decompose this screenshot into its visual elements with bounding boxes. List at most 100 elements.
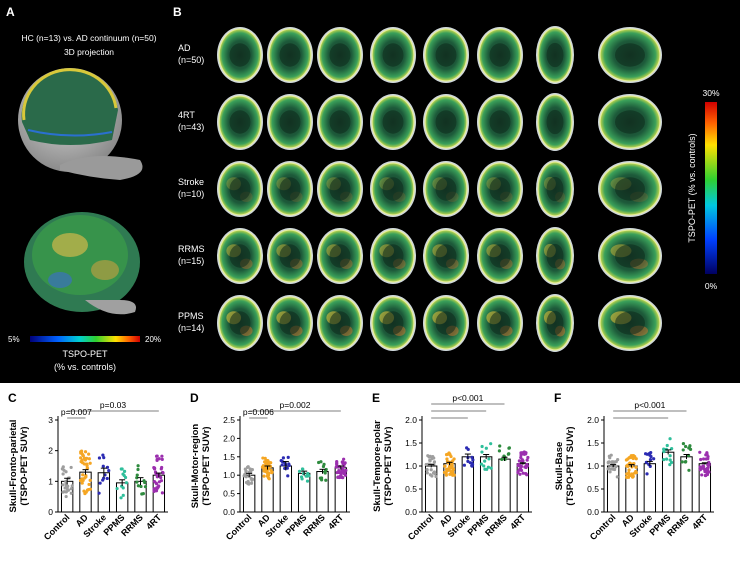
data-point bbox=[645, 472, 649, 476]
data-point bbox=[107, 469, 111, 473]
panel-a-colorbar-caption-line1: TSPO-PET bbox=[62, 349, 108, 359]
data-point bbox=[105, 476, 109, 481]
data-point bbox=[462, 463, 466, 467]
data-point bbox=[79, 456, 83, 460]
data-point bbox=[297, 469, 302, 473]
panel-b-letter: B bbox=[173, 5, 182, 19]
data-point bbox=[425, 471, 429, 475]
y-tick-label: 1.5 bbox=[405, 438, 417, 448]
data-point bbox=[665, 457, 669, 461]
data-point bbox=[81, 473, 85, 477]
brain-slice bbox=[217, 94, 263, 150]
data-point bbox=[485, 467, 489, 471]
panel-letter: D bbox=[190, 391, 199, 405]
data-point bbox=[615, 475, 619, 479]
data-point bbox=[428, 473, 432, 477]
panel-a-header-line2: 3D projection bbox=[64, 47, 114, 57]
bar-stroke bbox=[279, 465, 293, 513]
data-point bbox=[341, 462, 345, 466]
row-count-ppms: (n=14) bbox=[178, 323, 204, 333]
x-tick-label: 4RT bbox=[690, 512, 709, 531]
brain-slice bbox=[598, 94, 662, 150]
data-point bbox=[136, 464, 140, 468]
brain-slice bbox=[598, 228, 662, 284]
data-point bbox=[344, 468, 348, 473]
data-point bbox=[119, 467, 123, 471]
data-point bbox=[101, 464, 105, 468]
data-point bbox=[323, 471, 327, 475]
data-point bbox=[432, 470, 436, 474]
data-point bbox=[101, 453, 105, 457]
data-point bbox=[136, 467, 140, 472]
brain-slice bbox=[536, 93, 574, 151]
brain-slice bbox=[423, 161, 469, 217]
data-point bbox=[628, 455, 632, 459]
data-point bbox=[97, 491, 101, 495]
data-point bbox=[523, 465, 527, 469]
data-point bbox=[448, 472, 452, 476]
y-axis-label-line2: (TSPO-PET SUVr) bbox=[19, 426, 30, 505]
data-point bbox=[450, 470, 454, 474]
row-count-stroke: (n=10) bbox=[178, 189, 204, 199]
data-point bbox=[519, 455, 523, 460]
data-point bbox=[668, 463, 672, 467]
data-point bbox=[62, 490, 66, 494]
data-point bbox=[630, 473, 634, 478]
y-tick-label: 1.5 bbox=[587, 438, 599, 448]
brain-slice bbox=[598, 295, 662, 351]
data-point bbox=[83, 450, 88, 454]
data-point bbox=[83, 476, 87, 480]
panel-letter: C bbox=[8, 391, 17, 405]
data-point bbox=[69, 491, 73, 495]
panel-a-colorbar-min: 5% bbox=[8, 335, 20, 344]
data-point bbox=[432, 460, 437, 464]
data-point bbox=[246, 479, 250, 484]
data-point bbox=[480, 444, 484, 449]
data-point bbox=[497, 449, 502, 453]
y-tick-label: 2.0 bbox=[405, 415, 417, 425]
data-point bbox=[306, 471, 310, 476]
data-point bbox=[340, 469, 344, 473]
brain-slice bbox=[217, 295, 263, 351]
x-tick-label: 4RT bbox=[326, 512, 345, 531]
y-tick-label: 3 bbox=[48, 415, 53, 425]
data-point bbox=[119, 496, 123, 500]
data-point bbox=[335, 461, 339, 465]
data-point bbox=[606, 467, 610, 471]
data-point bbox=[152, 489, 156, 494]
data-point bbox=[79, 451, 84, 455]
data-point bbox=[124, 481, 129, 485]
data-point bbox=[700, 473, 704, 477]
data-point bbox=[506, 452, 510, 456]
data-point bbox=[652, 457, 656, 461]
row-label-stroke: Stroke bbox=[178, 177, 204, 187]
row-label-4rt: 4RT bbox=[178, 110, 195, 120]
panel-a-3d-render-bottom bbox=[24, 212, 140, 315]
significance-label: p=0.006 bbox=[243, 407, 274, 417]
significance-label: p=0.03 bbox=[100, 400, 127, 410]
data-point bbox=[266, 462, 270, 466]
data-point bbox=[424, 462, 428, 467]
data-point bbox=[662, 457, 666, 462]
data-point bbox=[517, 459, 521, 463]
panel-a-3d-render-top bbox=[18, 68, 143, 180]
data-point bbox=[143, 485, 148, 489]
data-point bbox=[86, 488, 90, 492]
panel-b-row-labels: AD (n=50) 4RT (n=43) Stroke (n=10) RRMS (n=15) P… bbox=[178, 43, 205, 333]
data-point bbox=[343, 473, 348, 477]
bar-stroke bbox=[643, 463, 657, 513]
y-tick-label: 0.0 bbox=[405, 507, 417, 517]
data-point bbox=[470, 464, 474, 468]
data-point bbox=[341, 476, 345, 480]
brain-slice bbox=[317, 94, 363, 150]
data-point bbox=[115, 486, 119, 491]
data-point bbox=[630, 454, 634, 458]
panel-b-brain-grid bbox=[217, 26, 662, 352]
brain-slice bbox=[477, 161, 523, 217]
data-point bbox=[249, 481, 254, 485]
brain-slice bbox=[267, 228, 313, 284]
data-point bbox=[519, 453, 523, 457]
data-point bbox=[88, 461, 92, 465]
panel-b-colorbar-caption: TSPO-PET (% vs. controls) bbox=[687, 133, 697, 242]
panel-letter: E bbox=[372, 391, 380, 405]
